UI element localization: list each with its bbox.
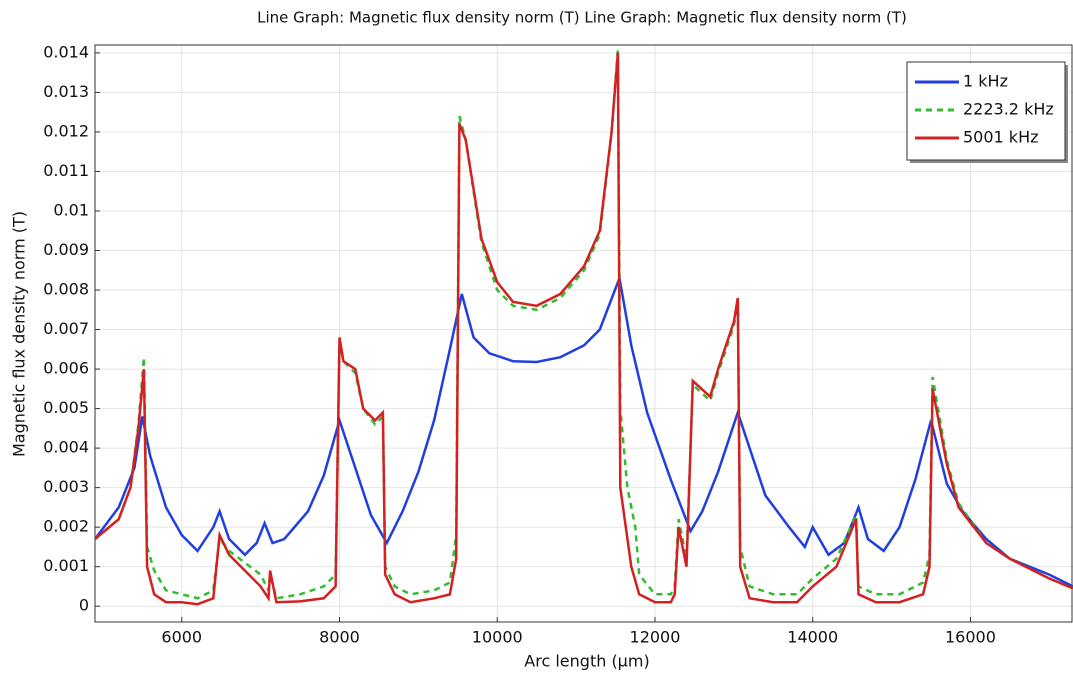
y-tick-label: 0.002 [43,517,89,536]
plot-frame [94,44,1073,623]
legend-label: 1 kHz [963,72,1008,91]
y-tick-label: 0.007 [43,319,89,338]
y-tick-label: 0.003 [43,477,89,496]
y-tick-label: 0.013 [43,82,89,101]
chart-title: Line Graph: Magnetic flux density norm (… [257,9,907,27]
series-line [95,273,1073,588]
x-tick-label: 6000 [161,628,202,647]
series-line [95,52,1073,606]
y-axis-label: Magnetic flux density norm (T) [10,211,29,457]
legend-box [906,61,1066,161]
y-tick-label: 0.005 [43,398,89,417]
x-tick-label: 16000 [945,628,996,647]
y-tick-label: 0.006 [43,359,89,378]
y-tick-label: 0 [79,596,89,615]
x-tick-label: 12000 [630,628,681,647]
x-tick-label: 10000 [472,628,523,647]
y-tick-label: 0.008 [43,280,89,299]
y-tick-label: 0.004 [43,438,89,457]
y-tick-label: 0.014 [43,42,89,61]
legend-label: 2223.2 kHz [963,100,1054,119]
legend-label: 5001 kHz [963,128,1039,147]
y-tick-label: 0.011 [43,161,89,180]
y-tick-label: 0.01 [53,200,89,219]
x-axis-label: Arc length (µm) [524,652,649,671]
series-line [95,48,1073,600]
y-tick-label: 0.001 [43,556,89,575]
y-tick-label: 0.009 [43,240,89,259]
y-tick-label: 0.012 [43,121,89,140]
x-tick-label: 14000 [787,628,838,647]
x-tick-label: 8000 [319,628,360,647]
